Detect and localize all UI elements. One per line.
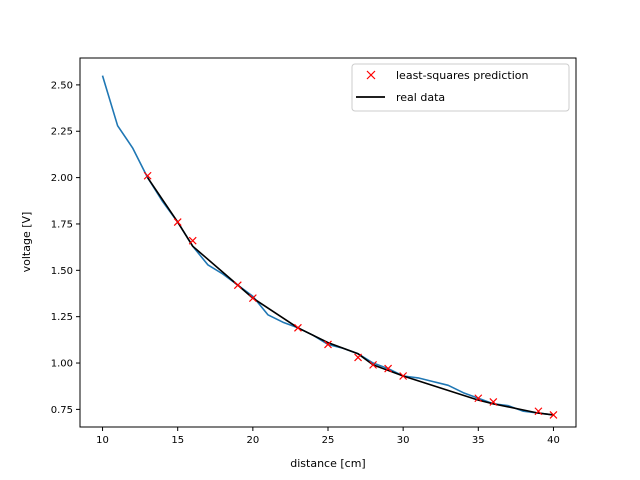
- y-axis-label: voltage [V]: [20, 212, 33, 273]
- y-tick-label: 1.50: [51, 266, 73, 277]
- x-axis-label: distance [cm]: [290, 457, 365, 470]
- x-tick-label: 35: [472, 435, 485, 446]
- x-axis: 10 15 20 25 30 35 40: [96, 427, 560, 446]
- prediction-point: [549, 411, 558, 419]
- prediction-point: [489, 398, 498, 406]
- x-tick-label: 10: [96, 435, 109, 446]
- y-tick-label: 2.00: [51, 173, 73, 184]
- prediction-point: [474, 394, 483, 403]
- y-tick-label: 1.00: [51, 359, 73, 370]
- prediction-point: [384, 364, 393, 373]
- prediction-point: [324, 340, 332, 349]
- legend-marker-symbol: [366, 70, 376, 80]
- y-tick-label: 1.75: [51, 219, 73, 230]
- plot-frame: [79, 57, 577, 428]
- legend: least-squares prediction real data: [351, 63, 570, 112]
- series-layer: [101, 75, 558, 419]
- prediction-point: [173, 218, 182, 227]
- prediction-point: [354, 353, 362, 362]
- prediction-point: [534, 407, 543, 416]
- legend-label-prediction: least-squares prediction: [396, 69, 528, 82]
- x-tick-label: 40: [547, 435, 560, 446]
- real-data-line: [146, 177, 554, 416]
- prediction-point: [399, 372, 408, 380]
- y-tick-label: 2.50: [51, 80, 73, 91]
- blue-series-line: [101, 75, 554, 416]
- prediction-point: [233, 281, 242, 290]
- legend-box: [351, 63, 570, 112]
- x-tick-label: 30: [397, 435, 410, 446]
- prediction-point: [248, 294, 257, 303]
- y-tick-label: 1.25: [51, 312, 73, 323]
- x-tick-label: 15: [171, 435, 184, 446]
- legend-label-real-data: real data: [396, 91, 445, 104]
- y-tick-label: 0.75: [51, 405, 73, 416]
- x-tick-label: 25: [322, 435, 335, 446]
- prediction-point: [369, 360, 378, 369]
- y-tick-label: 2.25: [51, 127, 73, 138]
- prediction-point: [294, 323, 302, 332]
- y-axis: 0.75 1.00 1.25 1.50 1.75 2.00 2.25 2.50: [51, 80, 80, 416]
- prediction-point: [143, 171, 152, 180]
- x-tick-label: 20: [246, 435, 259, 446]
- prediction-point: [188, 236, 197, 245]
